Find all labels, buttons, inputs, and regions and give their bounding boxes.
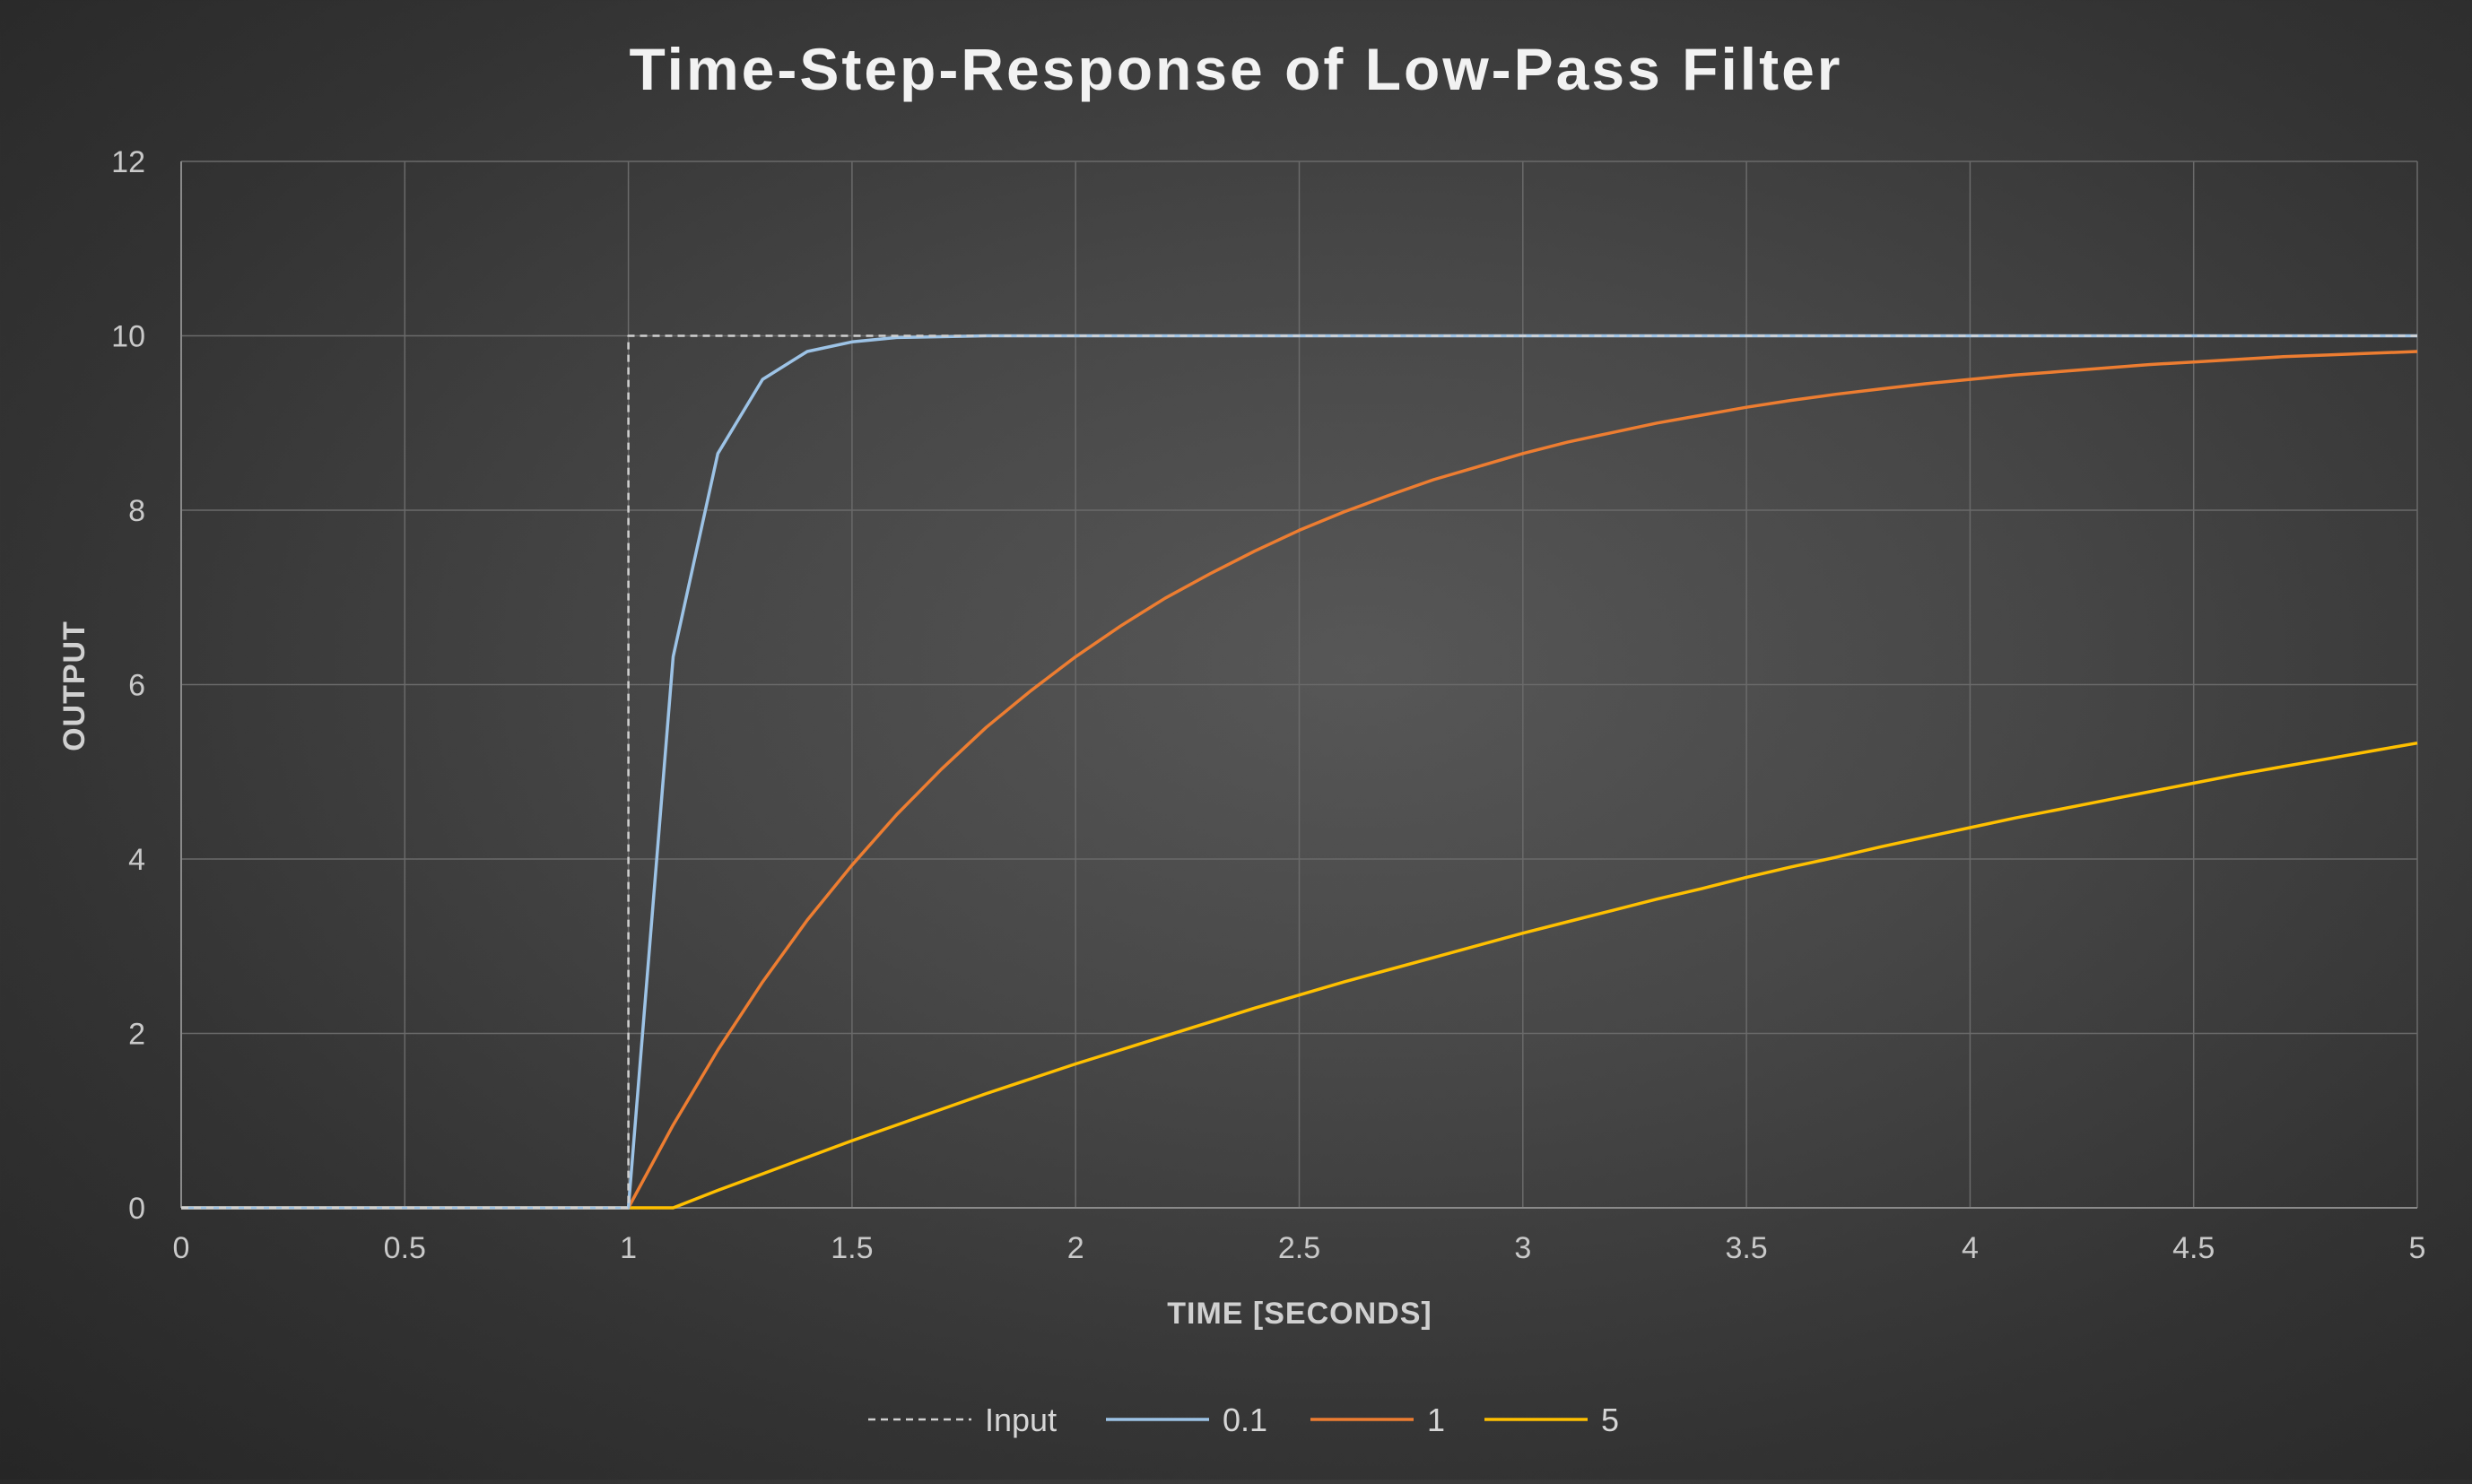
x-tick-label: 2 — [1067, 1231, 1084, 1265]
gridlines — [181, 161, 2418, 1208]
series-lines — [181, 334, 2418, 1210]
legend-label: 0.1 — [1223, 1402, 1267, 1438]
x-axis-ticks: 0 0.5 1 1.5 2 2.5 3 3.5 4 4.5 5 — [173, 1231, 2426, 1265]
x-tick-label: 0.5 — [384, 1231, 426, 1265]
y-tick-label: 10 — [111, 320, 145, 354]
legend-label: 1 — [1427, 1402, 1445, 1438]
y-axis-ticks: 0 2 4 6 8 10 12 — [111, 145, 145, 1226]
x-tick-label: 0 — [173, 1231, 190, 1265]
series-line-input — [181, 334, 2417, 1210]
y-tick-label: 12 — [111, 145, 145, 179]
x-tick-label: 3.5 — [1725, 1231, 1767, 1265]
x-tick-label: 3 — [1514, 1231, 1531, 1265]
x-tick-label: 4 — [1962, 1231, 1979, 1265]
x-tick-label: 2.5 — [1278, 1231, 1320, 1265]
x-tick-label: 1.5 — [831, 1231, 873, 1265]
x-tick-label: 4.5 — [2172, 1231, 2215, 1265]
x-tick-label: 1 — [620, 1231, 637, 1265]
x-tick-label: 5 — [2409, 1231, 2426, 1265]
legend: Input 0.1 1 5 — [868, 1402, 1619, 1438]
y-tick-label: 2 — [128, 1018, 145, 1052]
y-tick-label: 0 — [128, 1192, 145, 1226]
y-axis-title: OUTPUT — [57, 621, 91, 751]
x-axis-title: TIME [SECONDS] — [1167, 1297, 1432, 1331]
y-tick-label: 6 — [128, 669, 145, 703]
legend-label: 5 — [1601, 1402, 1619, 1438]
legend-label: Input — [985, 1402, 1057, 1438]
y-tick-label: 8 — [128, 494, 145, 528]
chart-title: Time-Step-Response of Low-Pass Filter — [629, 36, 1842, 102]
y-tick-label: 4 — [128, 843, 145, 877]
